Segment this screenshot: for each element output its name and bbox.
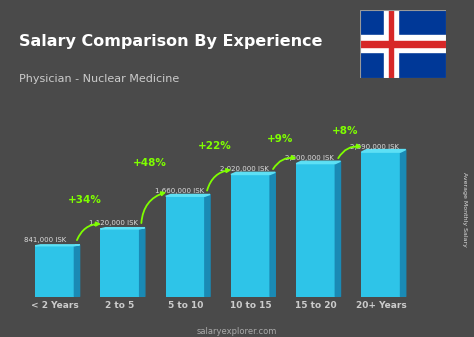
Polygon shape bbox=[335, 161, 340, 297]
Text: salaryexplorer.com: salaryexplorer.com bbox=[197, 327, 277, 336]
Polygon shape bbox=[35, 245, 80, 246]
Text: +22%: +22% bbox=[198, 141, 232, 151]
Bar bbox=[360, 41, 446, 47]
Polygon shape bbox=[205, 194, 210, 297]
Text: +34%: +34% bbox=[68, 195, 101, 205]
Polygon shape bbox=[74, 245, 80, 297]
Polygon shape bbox=[296, 161, 340, 164]
Bar bbox=[360, 35, 446, 52]
FancyBboxPatch shape bbox=[35, 246, 74, 297]
Bar bbox=[384, 10, 398, 78]
FancyBboxPatch shape bbox=[231, 175, 270, 297]
Polygon shape bbox=[231, 172, 275, 175]
Text: Salary Comparison By Experience: Salary Comparison By Experience bbox=[19, 34, 322, 49]
FancyBboxPatch shape bbox=[361, 152, 401, 297]
FancyBboxPatch shape bbox=[100, 229, 140, 297]
FancyBboxPatch shape bbox=[166, 196, 205, 297]
Text: 1,120,000 ISK: 1,120,000 ISK bbox=[89, 220, 138, 226]
Polygon shape bbox=[270, 172, 275, 297]
Text: Average Monthly Salary: Average Monthly Salary bbox=[462, 172, 467, 246]
Text: +8%: +8% bbox=[332, 126, 359, 136]
Bar bbox=[389, 10, 393, 78]
FancyBboxPatch shape bbox=[296, 164, 335, 297]
Text: Physician - Nuclear Medicine: Physician - Nuclear Medicine bbox=[19, 74, 179, 84]
Polygon shape bbox=[401, 150, 406, 297]
Polygon shape bbox=[100, 228, 145, 229]
Text: 2,200,000 ISK: 2,200,000 ISK bbox=[285, 155, 334, 161]
Polygon shape bbox=[361, 150, 406, 152]
Polygon shape bbox=[140, 228, 145, 297]
Text: 841,000 ISK: 841,000 ISK bbox=[24, 237, 66, 243]
Text: +48%: +48% bbox=[133, 158, 167, 168]
Text: 1,660,000 ISK: 1,660,000 ISK bbox=[155, 188, 205, 194]
Text: 2,020,000 ISK: 2,020,000 ISK bbox=[219, 166, 268, 172]
Polygon shape bbox=[166, 194, 210, 196]
Text: 2,390,000 ISK: 2,390,000 ISK bbox=[350, 144, 399, 150]
Text: +9%: +9% bbox=[267, 134, 293, 144]
